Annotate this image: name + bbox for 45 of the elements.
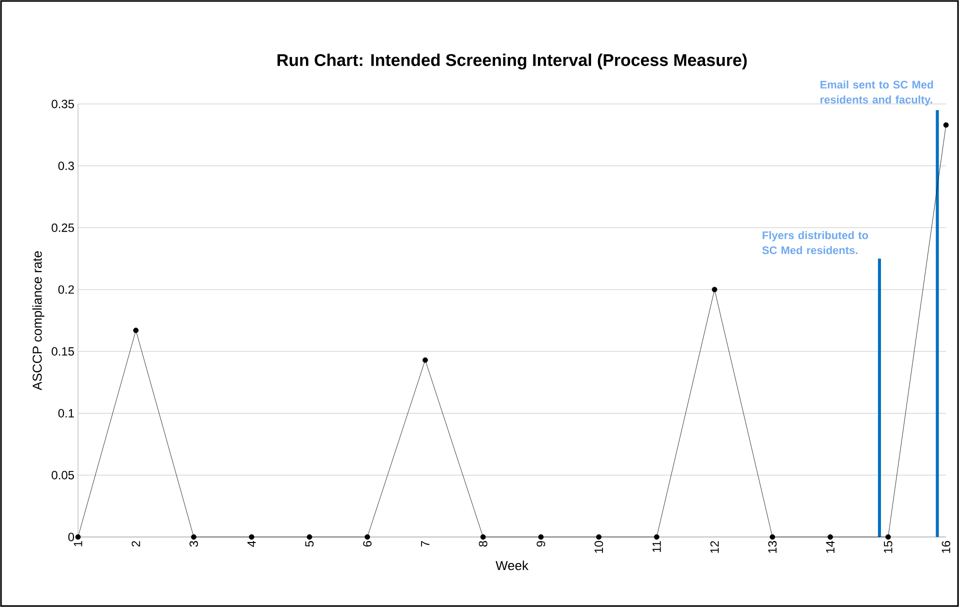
- x-tick-label: 2: [132, 541, 140, 547]
- point: [828, 534, 833, 540]
- x-tick-label: 11: [652, 541, 661, 552]
- x-tick-label: 5: [305, 541, 314, 547]
- point: [770, 534, 776, 540]
- point: [191, 534, 196, 540]
- point: [306, 534, 312, 540]
- point: [75, 534, 81, 540]
- x-tick-label: 1: [74, 541, 82, 546]
- y-tick-label: 0.25: [52, 223, 74, 232]
- point: [133, 328, 139, 334]
- x-tick-label: 3: [190, 541, 198, 547]
- point: [885, 534, 891, 540]
- point: [654, 534, 660, 540]
- x-tick-label: 12: [710, 541, 719, 553]
- x-tick-label: 6: [363, 541, 372, 547]
- annotation: Email sent to SC Med residents and faculty.: [820, 80, 933, 106]
- x-tick-label: 13: [768, 541, 777, 553]
- y-tick-label: 0: [68, 532, 74, 542]
- y-tick-label: 0.3: [58, 162, 74, 170]
- x-tick-label: 4: [248, 540, 256, 547]
- point: [422, 357, 428, 363]
- point: [480, 534, 486, 540]
- y-tick-label: 0.05: [52, 470, 74, 480]
- x-tick-label: 9: [536, 541, 546, 547]
- point: [364, 534, 370, 540]
- point: [248, 534, 254, 540]
- x-axis-title: Week: [496, 560, 528, 570]
- x-tick-label: 10: [594, 540, 604, 553]
- annotation: Flyers distributed to SC Med residents.: [762, 231, 868, 254]
- point: [596, 534, 602, 540]
- x-tick-label: 16: [942, 541, 950, 553]
- y-axis-title: ASCCP compliance rate: [32, 251, 44, 390]
- chart-title: Run Chart: Intended Screening Interval (Process Measure): [278, 54, 747, 70]
- x-tick-label: 14: [826, 540, 834, 553]
- point: [712, 286, 718, 292]
- x-tick-label: 7: [421, 541, 430, 547]
- point: [943, 122, 949, 128]
- point: [538, 534, 544, 540]
- x-tick-label: 8: [478, 541, 488, 547]
- x-tick-label: 15: [884, 541, 892, 553]
- y-tick-label: 0.15: [52, 347, 74, 356]
- y-tick-label: 0.1: [58, 409, 74, 418]
- y-tick-label: 0.35: [52, 100, 74, 108]
- y-tick-label: 0.2: [58, 285, 74, 294]
